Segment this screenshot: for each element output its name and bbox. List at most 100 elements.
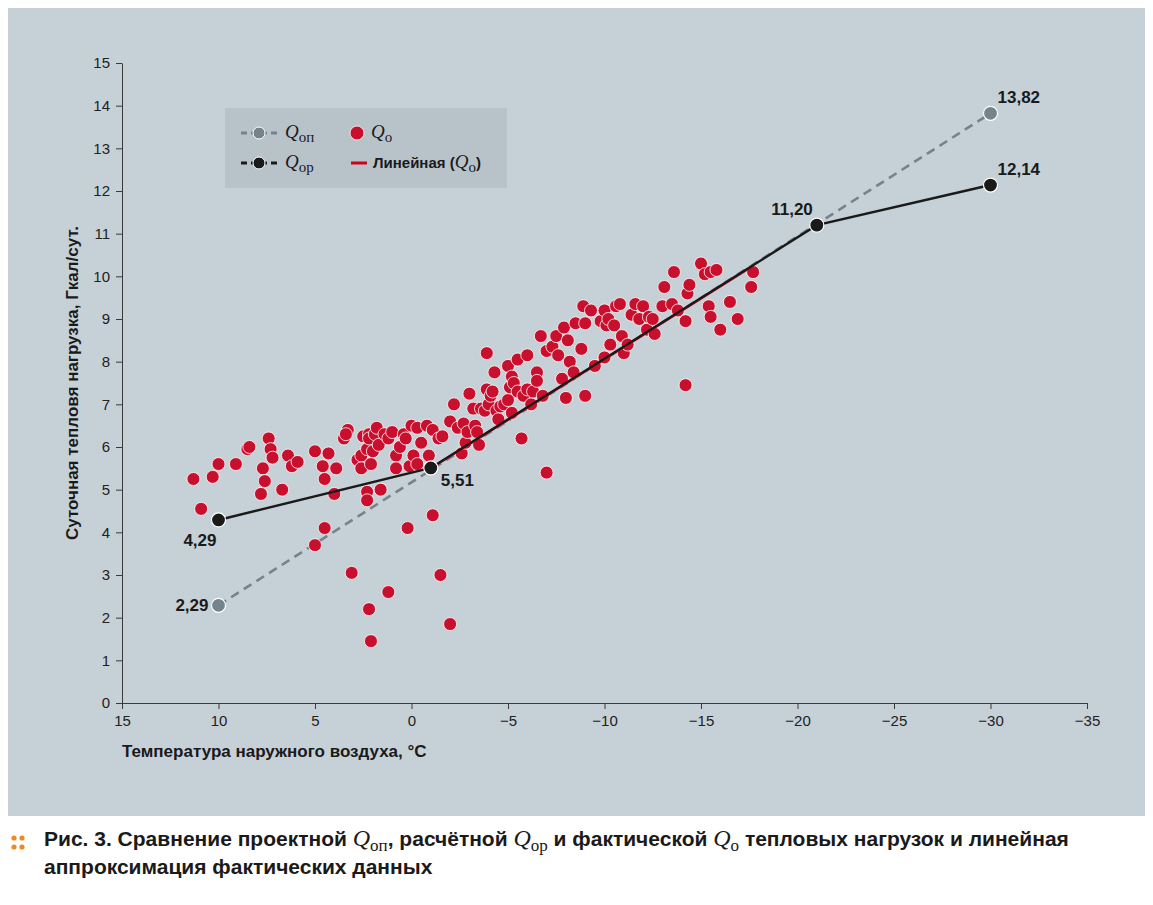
x-axis-tick: 15 [114, 703, 131, 729]
y-axis-tick: 5 [102, 481, 122, 498]
x-axis-tick-mark [605, 703, 606, 709]
scatter-point [552, 349, 565, 362]
x-axis-tick-mark [122, 703, 123, 709]
y-axis-tick-mark [116, 575, 122, 576]
data-label: 2,29 [175, 596, 208, 615]
y-axis-tick-label: 11 [94, 225, 110, 242]
legend-label: Qоп [285, 121, 314, 145]
scatter-point [276, 483, 289, 496]
legend-symbol-marker [253, 127, 265, 139]
x-axis-tick-mark [894, 703, 895, 709]
series-marker [424, 461, 438, 475]
x-axis-tick-mark [315, 703, 316, 709]
scatter-point [613, 298, 626, 311]
scatter-point [364, 458, 377, 471]
x-axis-tick-mark [219, 703, 220, 709]
scatter-point [658, 281, 671, 294]
y-axis-tick-label: 2 [102, 609, 110, 626]
y-axis-tick-label: 8 [102, 353, 110, 370]
caption-icon [11, 835, 24, 849]
y-axis-tick-label: 7 [102, 396, 110, 413]
text-subscript: ор [299, 159, 314, 175]
text-part: Q [713, 825, 730, 851]
x-axis-tick-mark [798, 703, 799, 709]
x-axis-tick-label: 15 [114, 712, 131, 729]
scatter-point [646, 313, 659, 326]
scatter-point [258, 475, 271, 488]
text-part: , расчётной [388, 827, 514, 850]
legend-item: Qоп [241, 121, 314, 145]
scatter-point [745, 281, 758, 294]
scatter-point [683, 278, 696, 291]
y-axis-tick-mark [116, 404, 122, 405]
scatter-point [714, 323, 727, 336]
data-label: 5,51 [441, 471, 474, 490]
x-axis-tick: −25 [882, 703, 907, 729]
chart: 151050−5−10−15−20−25−30−3501234567891011… [0, 0, 1153, 905]
scatter-point [530, 374, 543, 387]
y-axis-tick-label: 5 [102, 481, 110, 498]
scatter-point [710, 263, 723, 276]
scatter-point [515, 432, 528, 445]
y-axis-tick-label: 1 [102, 652, 110, 669]
scatter-point [604, 338, 617, 351]
scatter-point [434, 569, 447, 582]
x-axis-tick-mark [1087, 703, 1088, 709]
text-subscript: оп [299, 129, 315, 145]
caption-icon-dot [11, 844, 16, 849]
x-axis-tick: −10 [592, 703, 617, 729]
y-axis-tick-mark [116, 660, 122, 661]
x-axis-tick-mark [991, 703, 992, 709]
text-part: Рис. 3. Сравнение проектной [44, 827, 353, 850]
scatter-point [579, 389, 592, 402]
scatter-point [411, 458, 424, 471]
text-part: Q [353, 825, 370, 851]
text-part: Q [513, 825, 530, 851]
y-axis-line [122, 64, 123, 704]
y-axis-tick-label: 3 [102, 566, 110, 583]
text-part: и фактической [548, 827, 713, 850]
y-axis-tick: 14 [93, 97, 122, 114]
x-axis-tick: 10 [211, 703, 228, 729]
series-marker [810, 218, 824, 232]
scatter-point [540, 466, 553, 479]
series-marker [984, 106, 998, 120]
scatter-point [195, 502, 208, 515]
x-axis-tick: −5 [500, 703, 517, 729]
scatter-point [309, 445, 322, 458]
legend-box [225, 108, 507, 188]
legend-label: Qо [371, 121, 392, 145]
scatter-point [318, 522, 331, 535]
scatter-point [316, 460, 329, 473]
caption-icon-dot [11, 835, 16, 840]
x-axis-title: Температура наружного воздуха, °C [122, 742, 427, 761]
y-axis-tick: 7 [102, 396, 122, 413]
scatter-point [480, 347, 493, 360]
scatter-point [206, 470, 219, 483]
y-axis-tick: 3 [102, 566, 122, 583]
y-axis-tick-label: 9 [102, 310, 110, 327]
y-axis-tick: 15 [93, 54, 122, 71]
series-marker [212, 598, 226, 612]
scatter-point [401, 522, 414, 535]
caption-icon-dot [19, 844, 24, 849]
x-axis-tick-mark [412, 703, 413, 709]
y-axis-tick: 1 [102, 652, 122, 669]
plot-area [187, 106, 998, 647]
legend-symbol [350, 126, 364, 140]
text-part: ) [476, 154, 481, 171]
scatter-point [559, 391, 572, 404]
y-axis-tick-mark [116, 703, 122, 704]
text-subscript: ор [531, 836, 548, 855]
data-label: 12,14 [998, 160, 1041, 179]
scatter-point [374, 483, 387, 496]
y-axis-tick-mark [116, 234, 122, 235]
scatter-point [444, 618, 457, 631]
scatter-point [486, 385, 499, 398]
scatter-point [266, 451, 279, 464]
y-axis-tick-mark [116, 276, 122, 277]
scatter-point [212, 458, 225, 471]
scatter-point [291, 455, 304, 468]
x-axis-tick-label: −25 [882, 712, 907, 729]
scatter-point [488, 366, 501, 379]
